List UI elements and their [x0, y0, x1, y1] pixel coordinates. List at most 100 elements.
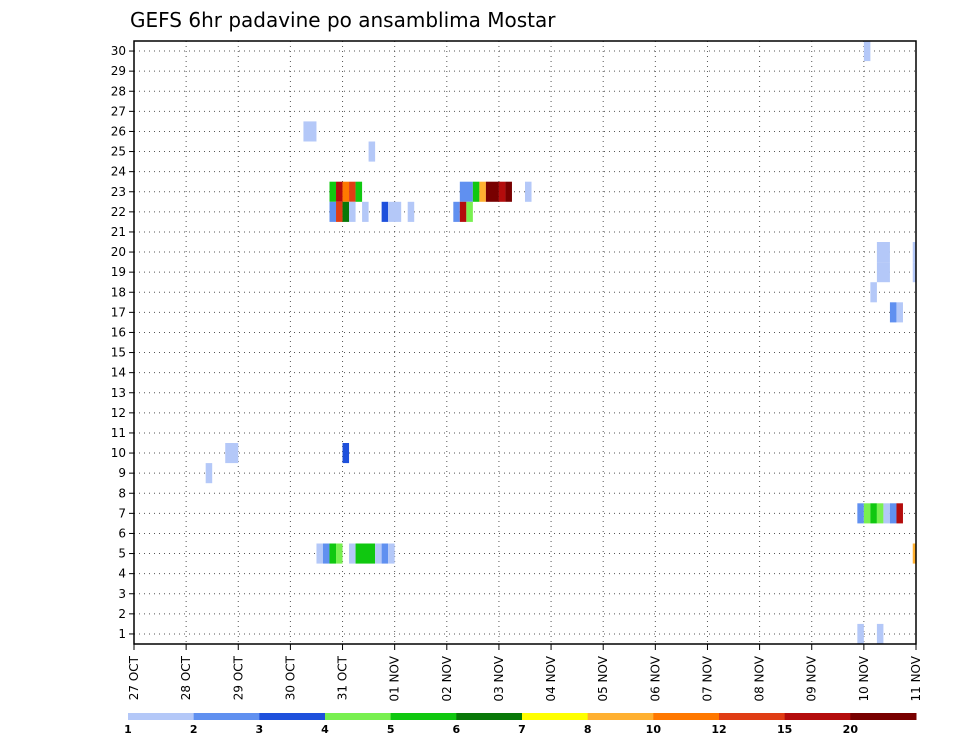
x-tick-label: 03 NOV	[492, 655, 506, 701]
x-tick-label: 08 NOV	[753, 655, 767, 701]
y-tick-label: 16	[111, 325, 126, 339]
x-tick-label: 29 OCT	[231, 655, 245, 700]
y-tick-label: 27	[111, 104, 126, 118]
y-tick-label: 28	[111, 84, 126, 98]
y-tick-label: 23	[111, 185, 126, 199]
legend-label: 7	[518, 723, 526, 736]
precip-cell	[355, 181, 363, 202]
precip-cell	[336, 201, 343, 222]
legend-label: 15	[777, 723, 792, 736]
y-tick-label: 8	[118, 486, 126, 500]
precip-cell	[342, 181, 350, 202]
precip-cell	[349, 181, 356, 202]
precip-cell	[912, 262, 916, 283]
precip-cell	[889, 503, 897, 524]
precip-cell	[498, 181, 506, 202]
precip-cell	[863, 41, 871, 62]
legend-swatch	[390, 713, 457, 720]
legend-label: 10	[646, 723, 662, 736]
legend-swatch	[784, 713, 851, 720]
precip-cell	[342, 443, 350, 464]
precip-cell	[870, 503, 877, 524]
y-tick-label: 14	[111, 366, 126, 380]
precip-cell	[876, 262, 890, 283]
x-tick-label: 02 NOV	[440, 655, 454, 701]
precip-cell	[205, 463, 213, 484]
legend-label: 12	[711, 723, 726, 736]
y-tick-label: 22	[111, 205, 126, 219]
precip-cell	[479, 181, 486, 202]
chart-title: GEFS 6hr padavine po ansamblima Mostar	[130, 8, 556, 32]
y-tick-label: 21	[111, 225, 126, 239]
precip-cell	[336, 181, 343, 202]
precip-cell	[388, 543, 395, 564]
precip-cell	[505, 181, 512, 202]
legend-swatch	[850, 713, 917, 720]
x-tick-label: 01 NOV	[388, 655, 402, 701]
plot-area	[133, 40, 917, 645]
y-tick-label: 3	[118, 587, 126, 601]
legend-label: 6	[453, 723, 461, 736]
precip-cell	[525, 181, 532, 202]
precip-cell	[381, 543, 389, 564]
precip-cell	[466, 201, 473, 222]
precip-cell	[912, 242, 916, 263]
y-tick-label: 25	[111, 145, 126, 159]
y-tick-label: 11	[111, 426, 126, 440]
precip-cell	[375, 543, 382, 564]
x-tick-label: 05 NOV	[596, 655, 610, 701]
y-tick-label: 19	[111, 265, 126, 279]
x-tick-label: 07 NOV	[700, 655, 714, 701]
precip-cell	[889, 302, 897, 323]
x-tick-label: 31 OCT	[336, 655, 350, 700]
precip-cell	[870, 282, 877, 303]
y-tick-label: 13	[111, 386, 126, 400]
precip-cell	[857, 623, 864, 644]
legend-swatch	[719, 713, 786, 720]
color-legend: 1 2 3 4 5 6 7 8 10 12 15 20	[124, 713, 917, 736]
y-axis: 1234567891011121314151617181920212223242…	[111, 44, 134, 641]
precip-cell	[225, 443, 239, 464]
precip-cell	[876, 503, 884, 524]
precip-cell	[329, 201, 337, 222]
legend-label: 5	[387, 723, 395, 736]
legend-swatch	[193, 713, 260, 720]
y-tick-label: 4	[118, 567, 126, 581]
precip-cell	[381, 201, 389, 222]
precip-cell	[368, 141, 376, 162]
precip-cell	[388, 201, 402, 222]
y-tick-label: 18	[111, 285, 126, 299]
precip-cell	[349, 201, 356, 222]
x-tick-label: 04 NOV	[544, 655, 558, 701]
y-tick-label: 1	[118, 627, 126, 641]
legend-swatch	[587, 713, 654, 720]
x-axis: 27 OCT 28 OCT 29 OCT 30 OCT 31 OCT 01 NOV 02 N…	[127, 644, 923, 702]
legend-label: 3	[256, 723, 264, 736]
precip-cell	[336, 543, 343, 564]
y-tick-label: 30	[111, 44, 126, 58]
x-tick-label: 06 NOV	[648, 655, 662, 701]
precip-cell	[876, 623, 884, 644]
precip-cell	[329, 543, 337, 564]
legend-label: 1	[124, 723, 132, 736]
legend-swatch	[522, 713, 589, 720]
legend-label: 8	[584, 723, 592, 736]
precip-cell	[342, 201, 350, 222]
precip-cell	[912, 543, 916, 564]
precip-cell	[883, 503, 890, 524]
precip-cell	[355, 543, 376, 564]
cells	[205, 41, 916, 644]
precip-cell	[407, 201, 415, 222]
y-tick-label: 12	[111, 406, 126, 420]
y-tick-label: 15	[111, 346, 126, 360]
legend-label: 20	[843, 723, 859, 736]
y-tick-label: 17	[111, 305, 126, 319]
y-tick-label: 20	[111, 245, 126, 259]
precip-cell	[329, 181, 337, 202]
precip-cell	[349, 543, 356, 564]
legend-swatch	[456, 713, 523, 720]
precip-cell	[485, 181, 499, 202]
y-tick-label: 9	[118, 466, 126, 480]
y-tick-label: 2	[118, 607, 126, 621]
legend-swatch	[128, 713, 195, 720]
